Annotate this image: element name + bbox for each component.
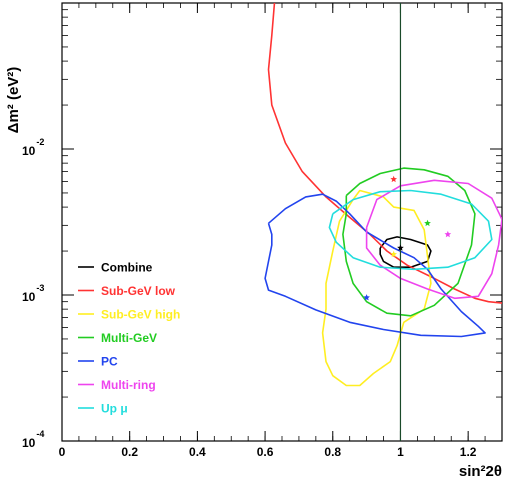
best-fit-sub-gev-low — [390, 175, 397, 183]
axis-tick-labels: 0 0.2 0.4 0.6 0.8 1 1.2 10-4 10-3 10-2 — [22, 137, 477, 459]
x-tick-label: 0 — [59, 445, 66, 459]
x-tick-label: 1.2 — [460, 445, 477, 459]
best-fit-combine — [397, 244, 404, 251]
x-tick-label: 0.6 — [257, 445, 274, 459]
x-axis-label: sin²2θ — [459, 463, 502, 480]
best-fit-markers — [363, 175, 452, 301]
axis-ticks — [61, 3, 503, 442]
legend-label: Combine — [101, 261, 153, 275]
y-tick-label: 10-2 — [22, 137, 44, 158]
contour-multi-gev — [342, 167, 476, 317]
legend-label: PC — [101, 355, 118, 369]
x-tick-label: 1 — [397, 445, 404, 459]
legend: Combine Sub-GeV low Sub-GeV high Multi-GeV P… — [78, 261, 180, 416]
y-axis-label: Δm² (eV²) — [5, 67, 22, 134]
legend-label: Sub-GeV high — [101, 308, 180, 322]
contour-multi-ring — [365, 179, 502, 300]
series-layer — [264, 3, 502, 387]
contour-sub-gev-high — [321, 189, 432, 387]
contour-combine — [379, 236, 432, 268]
plot-frame — [61, 2, 503, 442]
legend-label: Sub-GeV low — [101, 284, 176, 298]
y-tick-label: 10-4 — [22, 429, 44, 450]
y-tick-label: 10-3 — [22, 283, 44, 304]
legend-label: Multi-GeV — [101, 331, 157, 345]
contour-pc — [264, 193, 486, 338]
best-fit-sub-gev-high — [390, 250, 397, 258]
legend-label: Up μ — [101, 402, 128, 416]
x-tick-label: 0.8 — [324, 445, 341, 459]
x-tick-label: 0.2 — [121, 445, 138, 459]
x-tick-label: 0.4 — [189, 445, 206, 459]
best-fit-multi-gev — [424, 219, 431, 227]
contour-up- — [328, 189, 493, 271]
legend-label: Multi-ring — [101, 378, 156, 392]
best-fit-multi-ring — [444, 230, 452, 238]
best-fit-pc — [363, 294, 370, 301]
